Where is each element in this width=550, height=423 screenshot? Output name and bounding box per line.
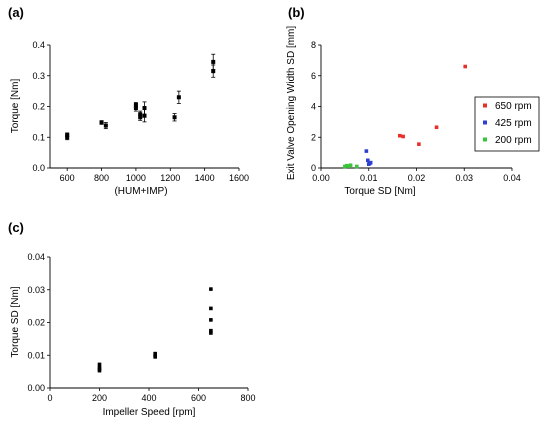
panel-label-c: (c) (8, 220, 24, 235)
data-point (97, 362, 102, 367)
chart-2-plot: 0 200 400 600 800 0.00 0.01 0.02 0.03 0.04 (27, 252, 255, 403)
legend-label-425: 425 rpm (495, 118, 532, 129)
x-tick-label: 400 (141, 393, 156, 403)
data-point (209, 318, 213, 322)
data-point (355, 164, 359, 169)
data-point (153, 351, 157, 356)
data-point (365, 158, 370, 163)
legend-label-650: 650 rpm (495, 101, 532, 112)
y-tick-label: 0.3 (32, 71, 45, 81)
data-point (343, 164, 347, 169)
chart-0-plot: 600 800 1000 1200 1400 1600 0.0 0.1 0.2 0.3 0.4 (32, 40, 249, 183)
chart-b-xlabel: Torque SD [Nm] (344, 186, 415, 197)
y-tick-label: 0.02 (27, 318, 45, 328)
legend-swatch-650 (483, 103, 487, 108)
data-point (133, 102, 138, 107)
x-tick-label: 0.03 (455, 173, 473, 183)
data-point (211, 59, 216, 64)
data-point (99, 120, 104, 125)
panel-label-b: (b) (288, 5, 305, 20)
data-point (209, 287, 213, 291)
x-tick-label: 0.01 (360, 173, 378, 183)
data-point (346, 164, 351, 168)
data-point (176, 95, 181, 100)
data-point (65, 132, 70, 137)
data-point (138, 115, 143, 120)
data-point (368, 160, 373, 165)
x-tick-label: 1000 (126, 173, 146, 183)
data-point (211, 69, 216, 74)
data-point (209, 328, 213, 333)
data-point (209, 306, 213, 311)
data-point (142, 113, 147, 118)
x-tick-label: 0.02 (408, 173, 426, 183)
data-point (348, 163, 353, 168)
data-point (364, 149, 369, 153)
chart-b-ylabel: Exit Valve Opening Width SD [mm] (286, 26, 297, 181)
y-tick-label: 0.03 (27, 285, 45, 295)
x-tick-label: 1400 (195, 173, 215, 183)
x-tick-label: 800 (240, 393, 255, 403)
y-tick-label: 6 (311, 71, 316, 81)
chart-a-ylabel: Torque [Nm] (10, 79, 21, 134)
data-point (417, 142, 421, 146)
data-point (463, 64, 468, 69)
x-tick-label: 200 (92, 393, 107, 403)
chart-c-ylabel: Torque SD [Nm] (10, 286, 21, 357)
y-tick-label: 0.1 (32, 132, 45, 142)
y-tick-label: 0.2 (32, 102, 45, 112)
y-tick-label: 8 (311, 40, 316, 50)
panel-label-a: (a) (8, 5, 24, 20)
legend-swatch-200 (483, 137, 487, 142)
legend-label-200: 200 rpm (495, 135, 532, 146)
y-tick-label: 0.01 (27, 350, 45, 360)
data-point (97, 365, 102, 370)
y-tick-label: 0.04 (27, 252, 45, 262)
data-point (142, 106, 147, 111)
data-point (434, 125, 439, 130)
data-point (397, 133, 402, 138)
legend-swatch-425 (483, 120, 487, 125)
x-tick-label: 0.00 (312, 173, 330, 183)
x-tick-label: 0.04 (503, 173, 521, 183)
data-point (133, 106, 138, 111)
chart-a-xlabel: (HUM+IMP) (114, 186, 167, 197)
x-tick-label: 1600 (229, 173, 249, 183)
data-point (65, 135, 70, 140)
chart-1-plot: 0.00 0.01 0.02 0.03 0.04 0 2 4 6 8 (311, 40, 521, 183)
x-tick-label: 600 (60, 173, 75, 183)
y-tick-label: 0.4 (32, 40, 45, 50)
data-point (344, 163, 349, 168)
y-tick-label: 0.00 (27, 383, 45, 393)
plots: 600 800 1000 1200 1400 16000.00.10.20.30.40.0… (27, 40, 520, 403)
chart-c-xlabel: Impeller Speed [rpm] (103, 407, 196, 418)
data-point (401, 134, 405, 139)
data-point (103, 123, 108, 128)
y-tick-label: 0 (311, 163, 316, 173)
y-tick-label: 4 (311, 102, 316, 112)
data-point (209, 331, 213, 335)
x-tick-label: 1200 (160, 173, 180, 183)
chart-b-legend: 650 rpm 425 rpm 200 rpm (474, 96, 540, 152)
y-tick-label: 0.0 (32, 163, 45, 173)
data-point (172, 115, 177, 120)
x-tick-label: 600 (191, 393, 206, 403)
x-tick-label: 800 (94, 173, 109, 183)
x-tick-label: 0 (47, 393, 52, 403)
y-tick-label: 2 (311, 132, 316, 142)
